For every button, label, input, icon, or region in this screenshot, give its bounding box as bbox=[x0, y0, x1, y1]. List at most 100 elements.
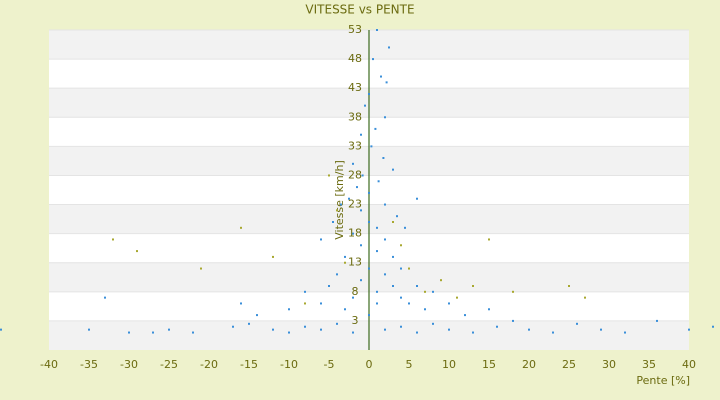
point bbox=[88, 328, 90, 331]
point bbox=[496, 325, 498, 328]
point bbox=[408, 302, 410, 305]
point bbox=[368, 191, 370, 194]
point bbox=[600, 328, 602, 331]
point bbox=[656, 319, 658, 322]
point bbox=[192, 331, 194, 334]
point bbox=[344, 261, 346, 264]
x-tick-label: 15 bbox=[482, 358, 496, 371]
point bbox=[320, 328, 322, 331]
point bbox=[328, 285, 330, 287]
point bbox=[380, 75, 382, 78]
point bbox=[392, 168, 394, 171]
point bbox=[688, 328, 690, 331]
point bbox=[376, 226, 378, 229]
point bbox=[368, 93, 370, 95]
point bbox=[376, 302, 378, 305]
point bbox=[384, 116, 386, 119]
point bbox=[336, 209, 338, 212]
point bbox=[416, 197, 418, 200]
point bbox=[336, 273, 338, 276]
point bbox=[424, 290, 426, 293]
point bbox=[340, 203, 342, 206]
point bbox=[377, 180, 380, 183]
point bbox=[472, 285, 474, 287]
point bbox=[424, 308, 426, 311]
point bbox=[320, 238, 322, 241]
point bbox=[440, 279, 442, 282]
point bbox=[382, 157, 385, 159]
point bbox=[432, 290, 434, 293]
x-tick-label: 10 bbox=[442, 358, 456, 371]
point bbox=[364, 104, 366, 107]
y-tick-label: 3 bbox=[352, 314, 359, 327]
y-tick-label: 28 bbox=[348, 168, 362, 181]
point bbox=[336, 322, 338, 325]
point bbox=[352, 296, 354, 299]
x-tick-label: 40 bbox=[682, 358, 696, 371]
point bbox=[568, 285, 570, 287]
point bbox=[328, 174, 330, 177]
point bbox=[400, 244, 402, 247]
x-axis-label: Pente [%] bbox=[636, 374, 690, 387]
point bbox=[152, 331, 154, 334]
point bbox=[368, 221, 370, 223]
point bbox=[0, 328, 2, 331]
point bbox=[488, 308, 490, 311]
point bbox=[352, 331, 354, 334]
x-tick-label: -5 bbox=[324, 358, 335, 371]
point bbox=[104, 296, 106, 299]
point bbox=[304, 325, 306, 328]
point bbox=[360, 279, 362, 282]
point bbox=[384, 273, 386, 276]
point bbox=[464, 314, 466, 317]
y-tick-label: 8 bbox=[352, 285, 359, 298]
y-axis-label: Vitesse [km/h] bbox=[333, 160, 346, 240]
point bbox=[368, 267, 370, 270]
point bbox=[416, 285, 418, 287]
point bbox=[368, 314, 370, 317]
point bbox=[712, 325, 714, 328]
y-tick-label: 48 bbox=[348, 52, 362, 65]
point bbox=[256, 314, 258, 317]
point bbox=[360, 209, 362, 212]
point bbox=[348, 197, 350, 200]
point bbox=[400, 296, 402, 299]
point bbox=[400, 267, 402, 270]
point bbox=[356, 186, 358, 189]
point bbox=[376, 29, 378, 31]
point bbox=[416, 331, 418, 334]
point bbox=[168, 328, 170, 331]
point bbox=[400, 325, 402, 328]
point bbox=[388, 46, 390, 49]
point bbox=[128, 331, 130, 334]
x-tick-label: -10 bbox=[280, 358, 298, 371]
point bbox=[488, 238, 490, 241]
point bbox=[361, 174, 364, 177]
point bbox=[370, 145, 373, 148]
point bbox=[304, 290, 306, 293]
y-tick-label: 23 bbox=[348, 198, 362, 211]
point bbox=[136, 250, 138, 253]
point bbox=[372, 58, 374, 61]
y-tick-label: 18 bbox=[348, 227, 362, 240]
y-tick-label: 43 bbox=[348, 81, 362, 94]
point bbox=[248, 322, 250, 325]
point bbox=[112, 238, 114, 241]
x-tick-label: 20 bbox=[522, 358, 536, 371]
point bbox=[396, 215, 398, 218]
point bbox=[320, 302, 322, 305]
point bbox=[352, 162, 354, 165]
x-tick-label: 35 bbox=[642, 358, 656, 371]
point bbox=[448, 302, 450, 305]
x-tick-label: -35 bbox=[80, 358, 98, 371]
point bbox=[272, 255, 274, 258]
point bbox=[352, 232, 354, 235]
point bbox=[472, 331, 474, 334]
point bbox=[288, 308, 290, 311]
point bbox=[374, 127, 377, 130]
x-tick-label: 0 bbox=[366, 358, 373, 371]
point bbox=[392, 221, 394, 223]
point bbox=[624, 331, 626, 334]
point bbox=[288, 331, 290, 334]
